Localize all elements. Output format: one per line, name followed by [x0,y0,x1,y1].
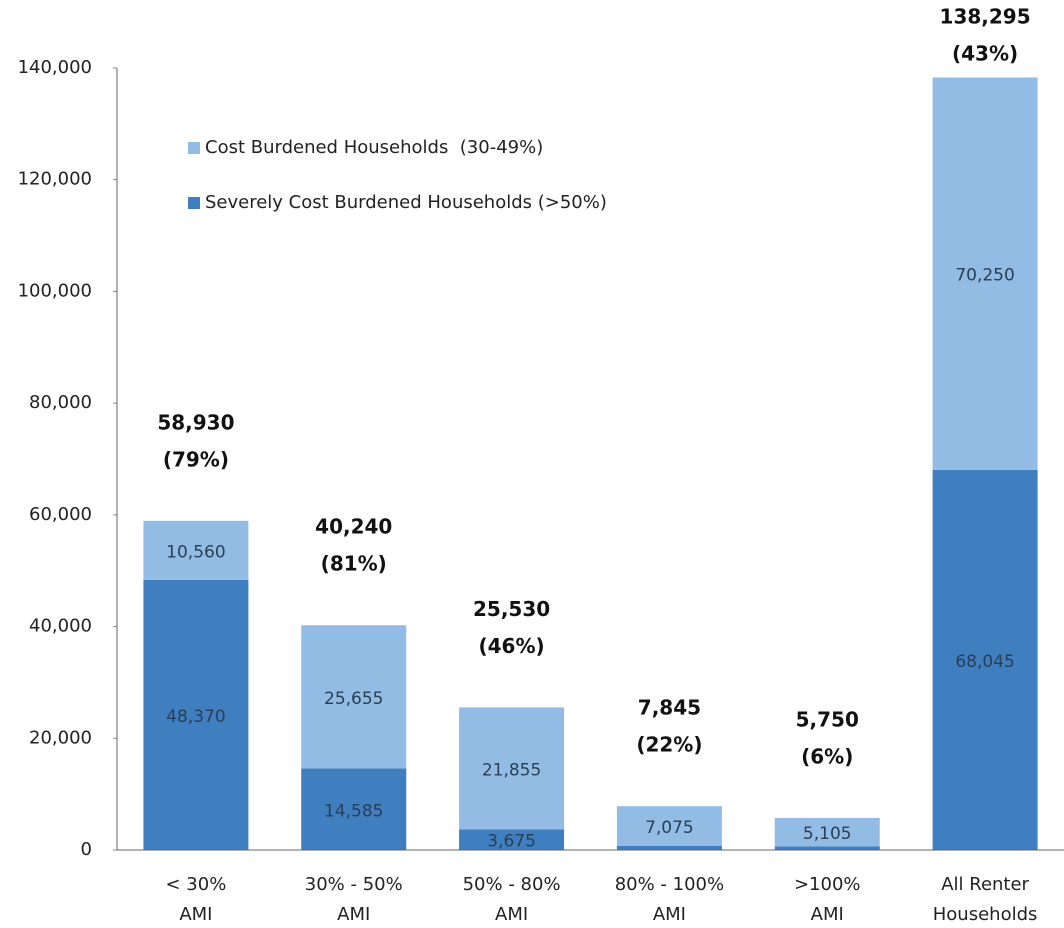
value-label: 5,105 [803,824,852,844]
bar-segment [774,846,880,850]
legend-swatch [188,197,200,209]
x-tick-label: 50% - 80% [463,874,561,895]
bar-segment [459,829,565,850]
x-tick-label: Households [933,904,1038,925]
total-percent: (79%) [163,447,229,471]
x-tick-label: 80% - 100% [615,874,724,895]
total-percent: (22%) [636,733,702,757]
total-percent: (46%) [479,634,545,658]
x-tick-label: AMI [653,904,686,925]
bar-segment [301,768,407,850]
y-tick-label: 140,000 [18,57,92,78]
value-label: 48,370 [166,707,225,727]
bar-segment [459,707,565,830]
bar-segment [932,469,1038,850]
y-tick-label: 100,000 [18,280,92,301]
bar-segment [616,806,722,846]
bar-segment [143,579,249,850]
total-percent: (6%) [801,744,853,768]
x-tick-label: < 30% [166,874,227,895]
legend-label: Cost Burdened Households (30-49%) [205,137,543,158]
value-label: 14,585 [324,801,383,821]
x-tick-label: AMI [811,904,844,925]
bar-segment [932,77,1038,470]
x-tick-label: 30% - 50% [305,874,403,895]
x-tick-label: AMI [337,904,370,925]
total-label: 25,530 [473,597,550,621]
total-label: 5,750 [796,707,859,731]
bar-segment [616,845,722,850]
value-label: 3,675 [487,832,536,852]
value-label: 68,045 [955,652,1014,672]
x-tick-label: AMI [179,904,212,925]
bar-segment [301,625,407,769]
y-tick-label: 20,000 [29,727,92,748]
legend-swatch [188,142,200,154]
value-label: 70,250 [955,266,1014,286]
total-label: 138,295 [940,5,1031,29]
y-tick-label: 80,000 [29,392,92,413]
total-percent: (43%) [952,42,1018,66]
legend-label: Severely Cost Burdened Households (>50%) [205,192,607,213]
y-tick-label: 40,000 [29,616,92,637]
value-label: 10,560 [166,542,225,562]
total-label: 40,240 [315,515,392,539]
y-tick-label: 60,000 [29,504,92,525]
total-label: 7,845 [638,696,701,720]
value-label: 7,075 [645,818,694,838]
total-percent: (81%) [321,552,387,576]
x-tick-label: AMI [495,904,528,925]
x-tick-label: All Renter [941,874,1029,895]
bar-segment [774,817,880,847]
y-tick-label: 0 [81,839,92,860]
x-tick-label: >100% [794,874,861,895]
value-label: 25,655 [324,689,383,709]
y-tick-label: 120,000 [18,169,92,190]
bar-segment [143,520,249,580]
value-label: 21,855 [482,760,541,780]
total-label: 58,930 [157,410,234,434]
